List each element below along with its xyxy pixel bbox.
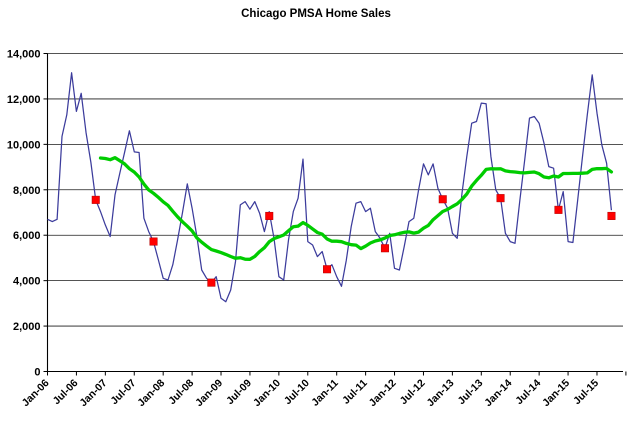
chart-title: Chicago PMSA Home Sales bbox=[241, 8, 391, 20]
year-marker bbox=[496, 194, 505, 203]
year-marker bbox=[149, 237, 158, 246]
x-axis-label: Jul-10 bbox=[282, 377, 312, 407]
y-axis-label: 8,000 bbox=[13, 185, 41, 197]
x-axis-label: Jan-14 bbox=[482, 377, 514, 409]
x-axis-label: Jan-08 bbox=[135, 377, 167, 409]
year-marker bbox=[438, 195, 447, 204]
year-marker bbox=[91, 195, 100, 204]
y-axis-label: 4,000 bbox=[13, 276, 41, 288]
year-marker bbox=[380, 244, 389, 253]
x-axis-label: Jul-14 bbox=[513, 377, 543, 407]
y-axis-label: 0 bbox=[34, 367, 40, 379]
y-axis-label: 14,000 bbox=[7, 49, 41, 61]
x-axis-label: Jan-13 bbox=[424, 377, 456, 409]
x-axis-label: Jul-09 bbox=[224, 377, 254, 407]
x-axis-label: Jan-12 bbox=[367, 377, 399, 409]
x-axis-label: Jul-13 bbox=[455, 377, 485, 407]
year-marker bbox=[323, 265, 332, 274]
x-axis-label: Jul-15 bbox=[571, 377, 601, 407]
moving-average-line bbox=[98, 156, 614, 261]
x-axis-label: Jul-07 bbox=[108, 377, 138, 407]
year-marker bbox=[265, 211, 274, 220]
year-marker bbox=[607, 211, 616, 220]
x-axis-label: Jul-06 bbox=[51, 377, 81, 407]
year-marker bbox=[207, 278, 216, 287]
x-axis-label: Jan-07 bbox=[77, 377, 109, 409]
x-axis-label: Jan-11 bbox=[309, 377, 341, 409]
x-axis-label: Jan-06 bbox=[20, 377, 52, 409]
x-axis-label: Jan-09 bbox=[193, 377, 225, 409]
x-axis-label: Jul-12 bbox=[398, 377, 428, 407]
y-axis-label: 2,000 bbox=[13, 321, 41, 333]
y-axis-label: 6,000 bbox=[13, 230, 41, 242]
x-axis-label: Jul-11 bbox=[340, 377, 370, 407]
x-axis-label: Jul-08 bbox=[166, 377, 196, 407]
year-marker bbox=[554, 205, 563, 214]
x-axis-label: Jan-10 bbox=[251, 377, 283, 409]
y-axis-label: 10,000 bbox=[7, 139, 41, 151]
y-axis-label: 12,000 bbox=[7, 94, 41, 106]
x-axis-label: Jan-15 bbox=[540, 377, 572, 409]
